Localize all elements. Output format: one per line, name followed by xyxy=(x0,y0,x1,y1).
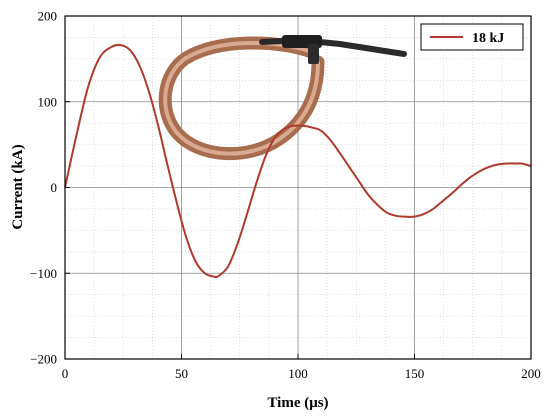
legend-label: 18 kJ xyxy=(472,31,504,46)
x-tick-labels: 0 50 100 150 200 xyxy=(62,366,541,381)
x-tick-label: 150 xyxy=(405,366,425,381)
cable-connector-stub xyxy=(308,44,319,64)
y-tick-label: −200 xyxy=(30,352,57,367)
series-line-18kj xyxy=(64,43,532,279)
x-tick-label: 50 xyxy=(175,366,188,381)
x-tick-label: 200 xyxy=(521,366,541,381)
y-tick-label: 200 xyxy=(38,9,58,24)
x-tick-label: 100 xyxy=(288,366,308,381)
y-tick-label: −100 xyxy=(30,266,57,281)
y-tick-label: 0 xyxy=(51,180,58,195)
y-tick-labels: −200 −100 0 100 200 xyxy=(30,9,57,367)
y-axis-title: Current (kA) xyxy=(10,144,26,229)
y-tick-label: 100 xyxy=(38,94,58,109)
x-tick-label: 0 xyxy=(62,366,69,381)
x-axis-title: Time (μs) xyxy=(267,395,328,411)
axis-ticks xyxy=(64,15,532,360)
legend: 18 kJ xyxy=(420,23,524,51)
